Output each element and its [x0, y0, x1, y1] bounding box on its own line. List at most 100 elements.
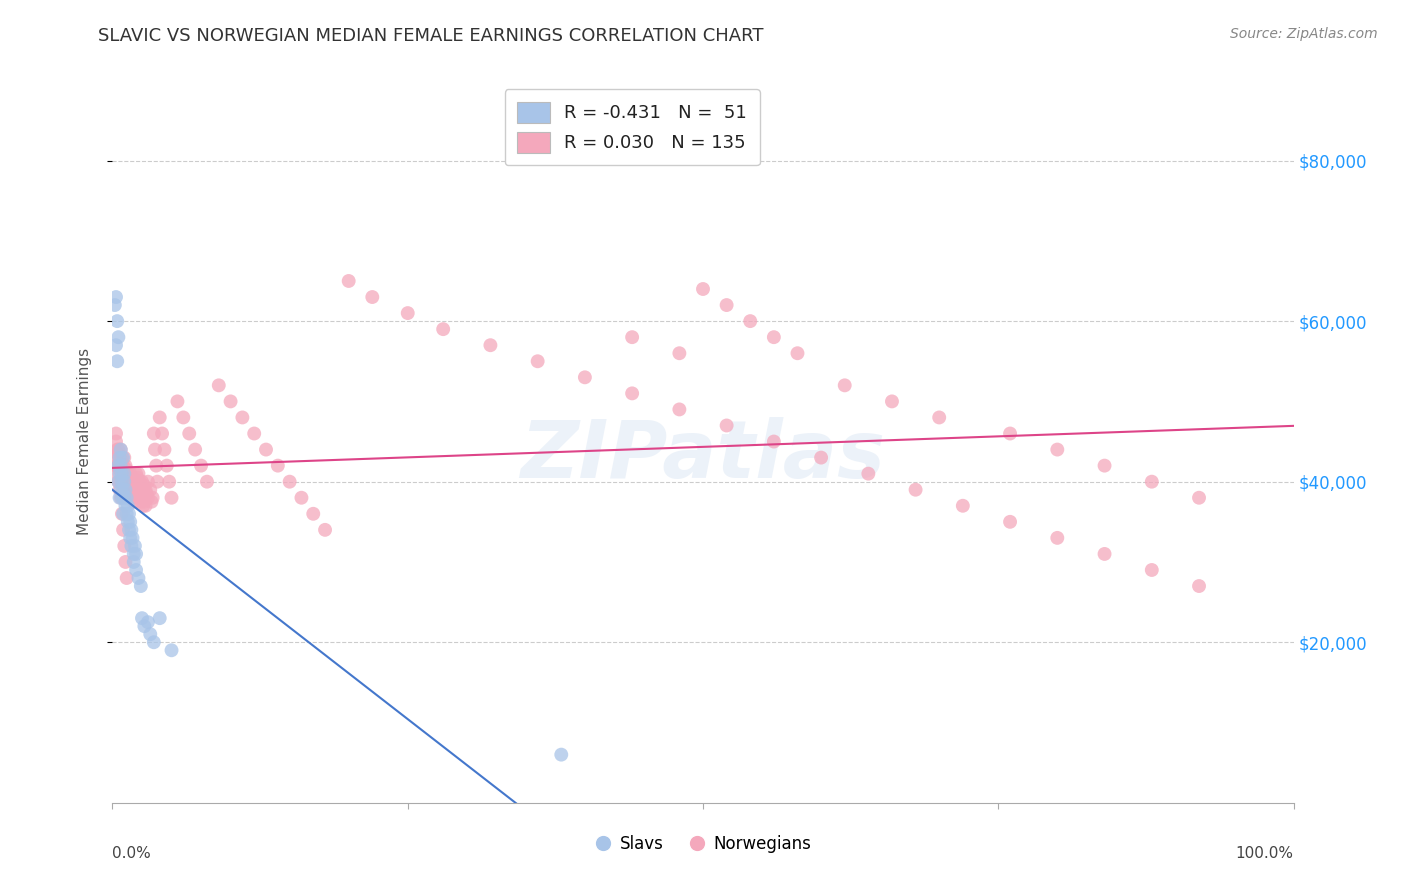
Norwegians [786, 346, 808, 360]
Norwegians [120, 475, 142, 489]
Norwegians [621, 330, 644, 344]
Norwegians [361, 290, 384, 304]
Slavs [122, 547, 145, 561]
Norwegians [122, 478, 145, 492]
Norwegians [129, 494, 152, 508]
Norwegians [195, 475, 218, 489]
Norwegians [112, 458, 135, 473]
Norwegians [1188, 491, 1211, 505]
Norwegians [131, 475, 153, 489]
Norwegians [122, 494, 145, 508]
Slavs [120, 539, 142, 553]
Slavs [114, 483, 136, 497]
Norwegians [115, 462, 138, 476]
Norwegians [141, 494, 163, 508]
Slavs [125, 563, 148, 577]
Norwegians [267, 458, 290, 473]
Norwegians [160, 491, 183, 505]
Norwegians [136, 475, 159, 489]
Norwegians [112, 467, 135, 481]
Norwegians [111, 450, 134, 465]
Text: 100.0%: 100.0% [1236, 847, 1294, 861]
Slavs [114, 499, 136, 513]
Norwegians [115, 478, 138, 492]
Norwegians [146, 475, 169, 489]
Slavs [117, 499, 139, 513]
Slavs [105, 354, 128, 368]
Norwegians [184, 442, 207, 457]
Norwegians [114, 458, 136, 473]
Norwegians [127, 467, 149, 481]
Norwegians [128, 475, 150, 489]
Slavs [142, 635, 165, 649]
Slavs [120, 515, 142, 529]
Norwegians [150, 426, 173, 441]
Norwegians [156, 458, 179, 473]
Norwegians [136, 491, 159, 505]
Norwegians [834, 378, 856, 392]
Slavs [111, 491, 134, 505]
Slavs [131, 611, 153, 625]
Norwegians [108, 450, 131, 465]
Norwegians [121, 470, 143, 484]
Slavs [117, 515, 139, 529]
Slavs [118, 507, 141, 521]
Slavs [107, 458, 129, 473]
Slavs [111, 475, 134, 489]
Norwegians [120, 491, 142, 505]
Slavs [111, 467, 134, 481]
Text: Source: ZipAtlas.com: Source: ZipAtlas.com [1230, 27, 1378, 41]
Norwegians [111, 467, 134, 481]
Norwegians [302, 507, 325, 521]
Slavs [115, 491, 138, 505]
Slavs [110, 458, 132, 473]
Norwegians [124, 491, 146, 505]
Slavs [110, 483, 132, 497]
Text: 0.0%: 0.0% [112, 847, 152, 861]
Slavs [129, 579, 152, 593]
Slavs [108, 450, 131, 465]
Slavs [125, 547, 148, 561]
Norwegians [118, 486, 141, 500]
Norwegians [716, 298, 738, 312]
Slavs [112, 467, 135, 481]
Slavs [121, 531, 143, 545]
Slavs [124, 539, 146, 553]
Norwegians [621, 386, 644, 401]
Norwegians [278, 475, 301, 489]
Norwegians [110, 475, 132, 489]
Norwegians [107, 475, 129, 489]
Norwegians [108, 483, 131, 497]
Norwegians [432, 322, 454, 336]
Norwegians [117, 483, 139, 497]
Norwegians [115, 571, 138, 585]
Norwegians [337, 274, 360, 288]
Slavs [112, 450, 135, 465]
Norwegians [132, 483, 155, 497]
Norwegians [208, 378, 231, 392]
Norwegians [112, 523, 135, 537]
Norwegians [998, 426, 1021, 441]
Norwegians [135, 486, 157, 500]
Norwegians [143, 442, 166, 457]
Norwegians [716, 418, 738, 433]
Norwegians [105, 442, 128, 457]
Norwegians [692, 282, 714, 296]
Norwegians [254, 442, 277, 457]
Norwegians [179, 426, 201, 441]
Slavs [122, 555, 145, 569]
Slavs [115, 507, 138, 521]
Slavs [118, 523, 141, 537]
Norwegians [134, 478, 156, 492]
Norwegians [118, 470, 141, 484]
Norwegians [153, 442, 176, 457]
Norwegians [904, 483, 927, 497]
Slavs [120, 523, 142, 537]
Norwegians [219, 394, 242, 409]
Norwegians [479, 338, 502, 352]
Norwegians [110, 442, 132, 457]
Norwegians [998, 515, 1021, 529]
Norwegians [105, 426, 128, 441]
Norwegians [110, 458, 132, 473]
Norwegians [105, 446, 128, 460]
